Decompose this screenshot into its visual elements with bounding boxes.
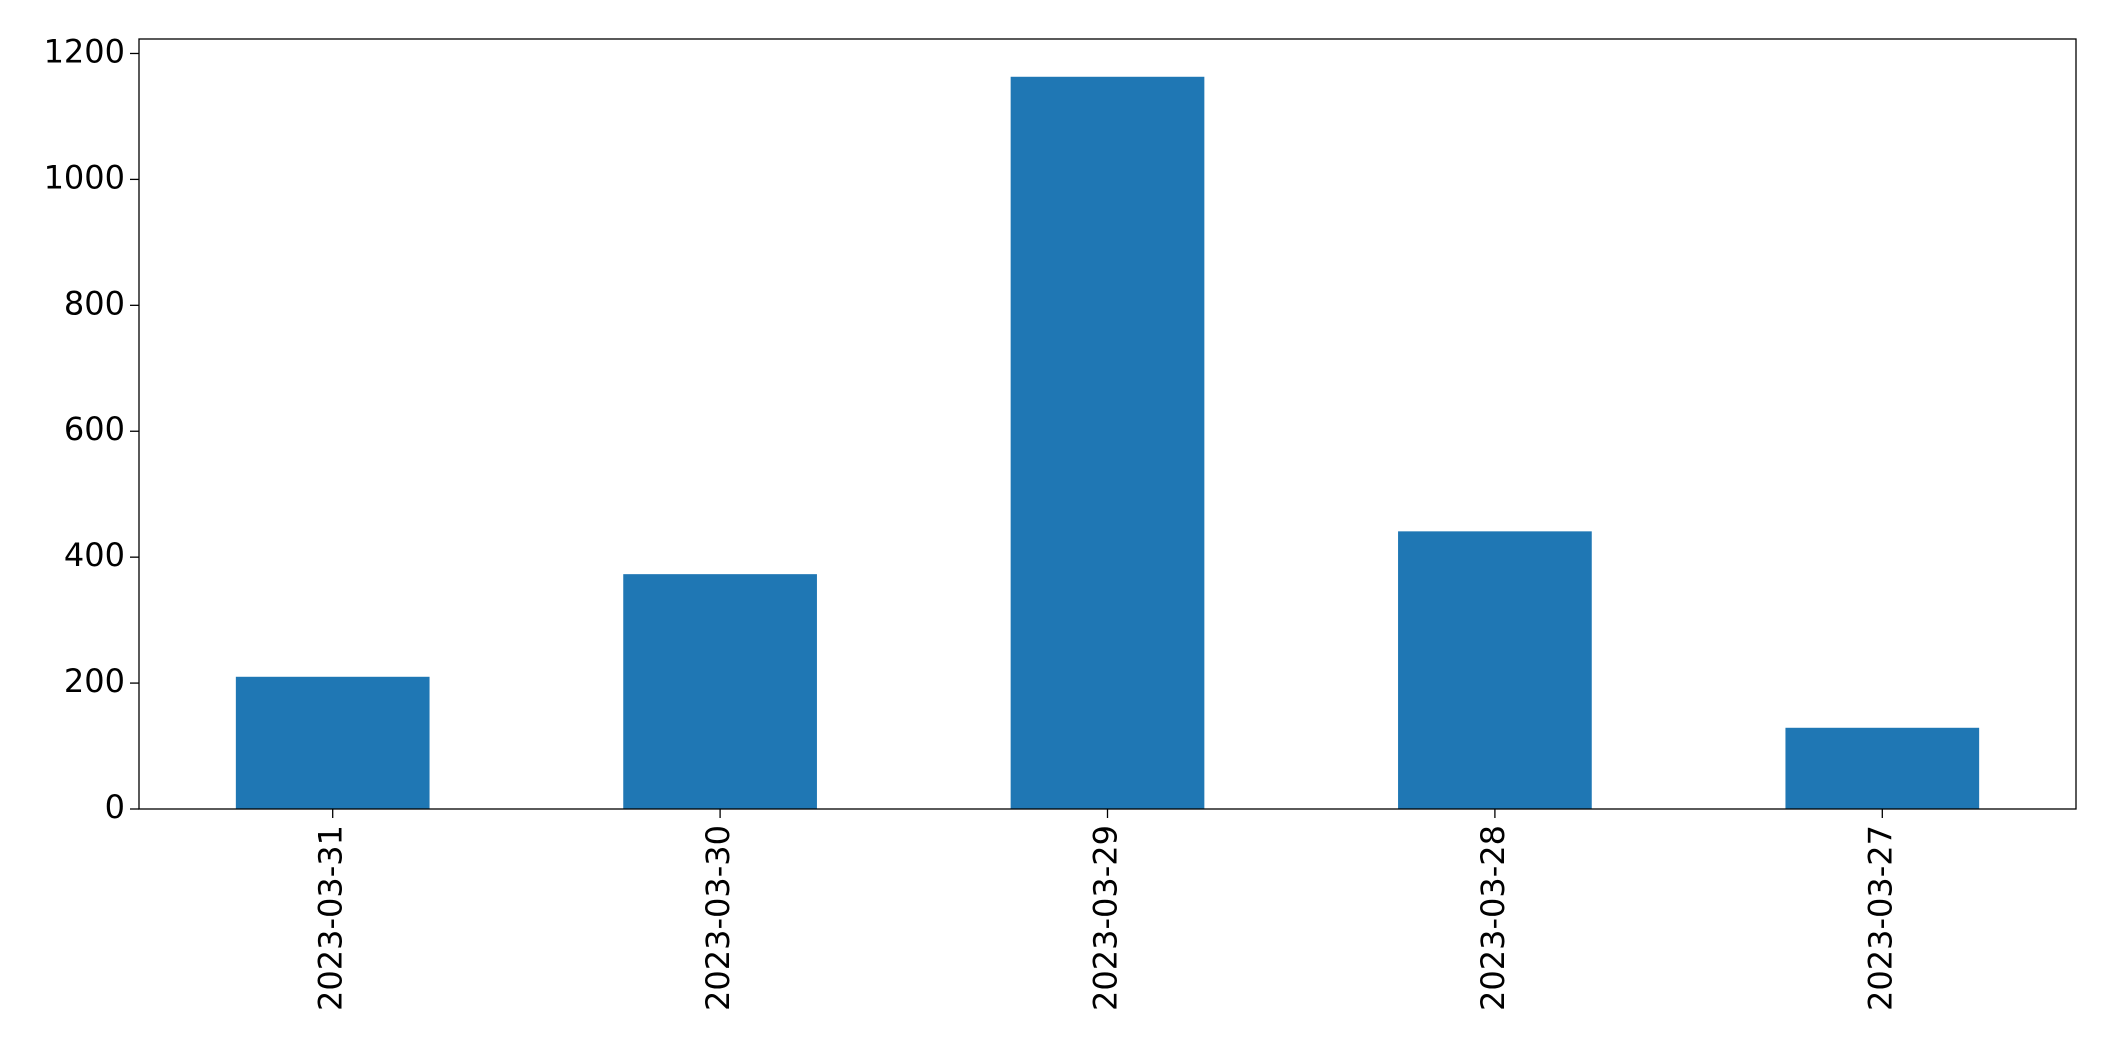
bar [235, 676, 430, 809]
x-tick-label: 2023-03-28 [1474, 825, 1512, 1011]
y-tick-label: 800 [64, 284, 125, 322]
bar [1010, 76, 1205, 810]
x-tick-label: 2023-03-27 [1861, 825, 1899, 1011]
y-tick-label: 1000 [44, 158, 125, 196]
y-tick-label: 600 [64, 410, 125, 448]
bar [1785, 727, 1980, 809]
plot-frame [138, 38, 2077, 810]
y-tick-label: 400 [64, 536, 125, 574]
bar [1398, 531, 1592, 809]
x-tick-label: 2023-03-29 [1087, 825, 1125, 1011]
y-tick-label: 200 [64, 662, 125, 700]
y-tick-label: 0 [105, 788, 125, 826]
x-tick-label: 2023-03-31 [312, 825, 350, 1011]
bar [623, 574, 817, 809]
y-tick-label: 1200 [44, 32, 125, 70]
x-tick-label: 2023-03-30 [699, 825, 737, 1011]
